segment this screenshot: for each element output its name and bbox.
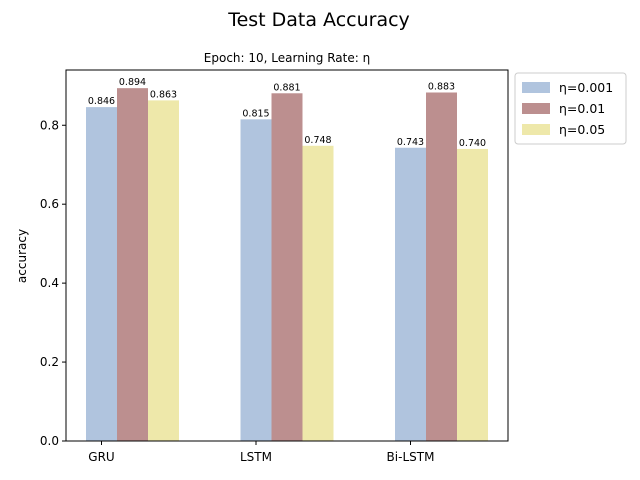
data-label: 0.846 [88, 96, 115, 107]
y-tick-label: 0.6 [40, 197, 59, 211]
legend[interactable]: η=0.001 η=0.01 η=0.05 [514, 72, 627, 145]
y-tick-label: 0.0 [40, 434, 59, 448]
legend-swatch [522, 82, 550, 93]
legend-swatch [522, 124, 550, 135]
data-label: 0.881 [273, 82, 300, 93]
chart-subtitle: Epoch: 10, Learning Rate: η [204, 51, 370, 65]
legend-entry-label: η=0.001 [559, 80, 613, 95]
data-label: 0.894 [119, 77, 146, 88]
plot-frame [65, 69, 509, 442]
y-axis-label: accuracy [15, 229, 29, 283]
chart-title: Test Data Accuracy [227, 9, 410, 31]
bar-Bi-LSTM-series-1 [395, 147, 426, 441]
bar-GRU-series-3 [148, 100, 179, 441]
axes-layer: 0.0 0.2 0.4 0.6 0.8 GRU LSTM Bi-LSTM [40, 69, 509, 464]
y-tick-label: 0.4 [40, 276, 59, 290]
legend-swatch [522, 103, 550, 114]
data-label: 0.863 [150, 89, 177, 100]
bar-GRU-series-1 [86, 107, 117, 441]
y-tick-label: 0.8 [40, 118, 59, 132]
x-tick-label: LSTM [240, 450, 272, 464]
bar-LSTM-series-1 [240, 119, 272, 441]
y-tick-label: 0.2 [40, 355, 59, 369]
bar-GRU-series-2 [117, 88, 148, 441]
bar-LSTM-series-3 [302, 145, 334, 441]
bars-layer [86, 88, 488, 442]
bar-LSTM-series-2 [271, 93, 303, 442]
x-tick-label: GRU [88, 450, 114, 464]
data-labels-layer: 0.846 0.815 0.743 0.894 0.881 0.883 0.863 0.748… [88, 77, 486, 149]
data-label: 0.815 [242, 108, 269, 119]
data-label: 0.740 [459, 138, 486, 149]
data-label: 0.743 [397, 137, 424, 148]
data-label: 0.748 [304, 135, 331, 146]
legend-entry-label: η=0.01 [559, 101, 605, 116]
x-tick-label: Bi-LSTM [387, 450, 435, 464]
bar-Bi-LSTM-series-3 [457, 148, 488, 442]
legend-entry-label: η=0.05 [559, 122, 605, 137]
bar-Bi-LSTM-series-2 [426, 92, 457, 441]
data-label: 0.883 [428, 81, 455, 92]
